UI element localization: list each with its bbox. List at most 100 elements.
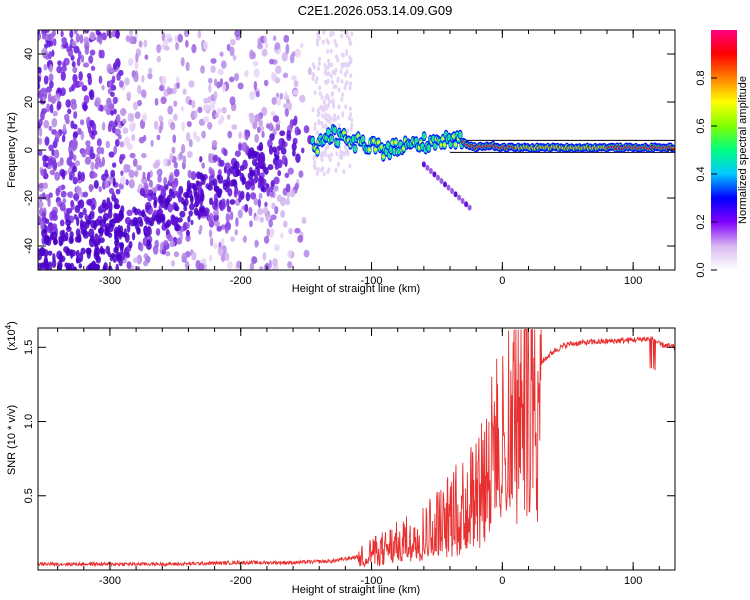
noise-speck (254, 239, 259, 248)
noise-speck (254, 133, 260, 143)
noise-speck (320, 104, 324, 110)
noise-speck (198, 262, 205, 270)
noise-speck (110, 169, 116, 178)
noise-speck (93, 179, 99, 189)
noise-speck (229, 179, 235, 187)
noise-speck (280, 210, 286, 218)
x-tick-label: -200 (230, 275, 252, 287)
noise-speck (234, 150, 241, 158)
spectrogram-signal (310, 123, 675, 162)
noise-speck (43, 119, 50, 129)
noise-speck (278, 137, 285, 147)
noise-speck (120, 170, 124, 176)
spectrogram-x-ticks: -300 -200 -100 0 100 (57, 30, 660, 287)
noise-speck (326, 103, 330, 109)
noise-speck (261, 186, 267, 193)
noise-speck (326, 78, 330, 84)
noise-speck (174, 224, 181, 232)
colorbar-tick-label: 0.2 (695, 214, 707, 229)
noise-speck (185, 61, 190, 72)
noise-speck (143, 39, 148, 48)
noise-speck (41, 228, 48, 238)
noise-speck (104, 179, 110, 189)
noise-speck (226, 43, 231, 52)
noise-speck (187, 169, 192, 179)
noise-speck (199, 156, 203, 163)
noise-speck (318, 56, 322, 62)
noise-speck (52, 38, 57, 47)
noise-speck (98, 34, 103, 45)
noise-speck (208, 77, 213, 84)
noise-speck (334, 67, 338, 73)
noise-speck (134, 111, 141, 120)
noise-speck (268, 145, 274, 155)
noise-speck (229, 96, 236, 106)
noise-speck (153, 209, 158, 217)
noise-speck (216, 225, 222, 232)
noise-speck (209, 237, 214, 247)
noise-speck (327, 40, 331, 46)
noise-speck (138, 40, 143, 48)
noise-speck (95, 30, 100, 36)
noise-speck (338, 154, 342, 160)
noise-speck (156, 208, 164, 215)
noise-speck (67, 108, 72, 115)
noise-speck (185, 39, 189, 48)
noise-speck (115, 251, 122, 259)
noise-speck (256, 126, 261, 134)
noise-speck (330, 152, 334, 158)
noise-speck (54, 93, 61, 102)
noise-speck (47, 33, 53, 42)
noise-speck (48, 63, 53, 73)
noise-speck (176, 217, 183, 223)
colorbar-ticks: 0.0 0.2 0.4 0.6 0.8 (695, 70, 717, 278)
colorbar-tick-label: 0.0 (695, 262, 707, 277)
noise-speck (248, 176, 255, 186)
noise-speck (249, 220, 253, 228)
noise-speck (226, 175, 231, 186)
noise-speck (312, 154, 316, 160)
noise-speck (316, 107, 320, 113)
noise-speck (171, 216, 178, 226)
noise-speck (272, 115, 280, 123)
noise-speck (72, 131, 79, 138)
noise-speck (139, 242, 144, 252)
noise-speck (320, 151, 324, 157)
noise-speck (108, 187, 115, 195)
noise-speck (326, 64, 330, 70)
noise-speck (51, 49, 55, 57)
noise-speck (218, 119, 222, 126)
x-tick-label: -300 (99, 275, 121, 287)
snr-x-ticks: -300 -200 -100 0 100 (57, 328, 660, 587)
noise-speck (107, 232, 113, 238)
tail-speck (446, 184, 451, 191)
noise-speck (194, 197, 200, 205)
noise-speck (98, 186, 102, 193)
noise-speck (126, 261, 132, 270)
noise-speck (71, 60, 76, 68)
noise-speck (112, 217, 118, 224)
noise-speck (152, 244, 159, 255)
noise-speck (149, 217, 155, 227)
noise-speck (229, 38, 236, 46)
signal-mid (426, 144, 431, 152)
noise-speck (77, 200, 82, 206)
noise-speck (79, 34, 84, 44)
noise-speck (273, 185, 279, 192)
noise-speck (71, 143, 77, 152)
noise-speck (224, 252, 230, 262)
noise-speck (57, 262, 63, 270)
noise-speck (148, 67, 153, 74)
noise-speck (62, 123, 67, 133)
noise-speck (65, 59, 69, 66)
noise-speck (265, 214, 270, 222)
signal-mid (335, 139, 340, 147)
noise-speck (303, 249, 310, 258)
noise-speck (213, 242, 218, 250)
noise-speck (185, 222, 190, 229)
noise-speck (300, 42, 304, 49)
noise-speck (65, 99, 72, 108)
noise-speck (155, 212, 161, 223)
noise-speck (41, 32, 46, 40)
colorbar-tick-label: 0.4 (695, 166, 707, 181)
